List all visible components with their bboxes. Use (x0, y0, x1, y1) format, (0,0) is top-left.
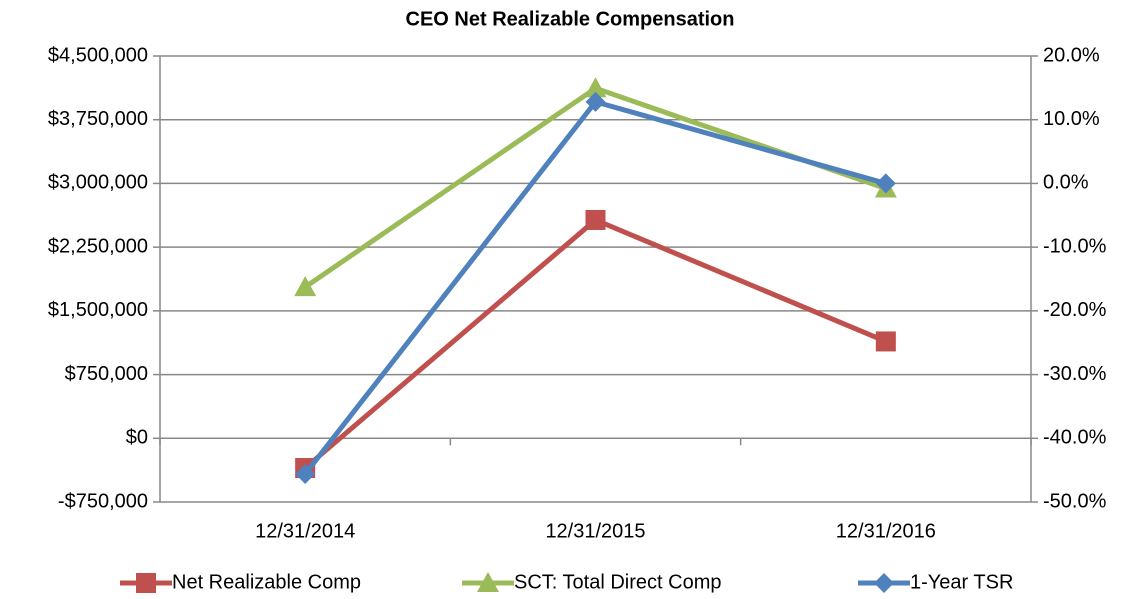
legend-label: SCT: Total Direct Comp (514, 571, 721, 593)
y-tick-label: $750,000 (65, 363, 148, 385)
legend-marker (477, 572, 499, 592)
y2-tick-label: 0.0% (1043, 172, 1089, 194)
y2-tick-label: -20.0% (1043, 299, 1107, 321)
y-tick-label: $1,500,000 (48, 299, 148, 321)
y2-tick-label: -40.0% (1043, 427, 1107, 449)
y-tick-label: $4,500,000 (48, 44, 148, 66)
data-point (294, 276, 317, 297)
legend-label: Net Realizable Comp (172, 571, 361, 593)
legend-marker (874, 573, 894, 593)
x-tick-label: 12/31/2015 (545, 520, 645, 542)
y-tick-label: $0 (126, 427, 148, 449)
y-tick-label: $2,250,000 (48, 235, 148, 257)
x-tick-label: 12/31/2014 (255, 520, 355, 542)
y2-tick-label: -10.0% (1043, 235, 1107, 257)
legend-marker (136, 573, 156, 593)
y-tick-label: -$750,000 (58, 490, 148, 512)
data-point (875, 331, 896, 352)
data-point (585, 91, 606, 112)
chart-title: CEO Net Realizable Compensation (406, 8, 735, 30)
data-point (585, 209, 606, 230)
data-point (295, 463, 316, 484)
data-point (875, 173, 896, 194)
y2-tick-label: -30.0% (1043, 363, 1107, 385)
x-tick-label: 12/31/2016 (836, 520, 936, 542)
series-line (303, 217, 887, 470)
legend-label: 1-Year TSR (910, 571, 1013, 593)
y2-tick-label: 10.0% (1043, 108, 1100, 130)
series-line (303, 85, 887, 290)
data-point (584, 77, 607, 98)
series-line (303, 99, 887, 476)
y-tick-label: $3,750,000 (48, 108, 148, 130)
y2-tick-label: 20.0% (1043, 44, 1100, 66)
y2-tick-label: -50.0% (1043, 490, 1107, 512)
y-tick-label: $3,000,000 (48, 172, 148, 194)
